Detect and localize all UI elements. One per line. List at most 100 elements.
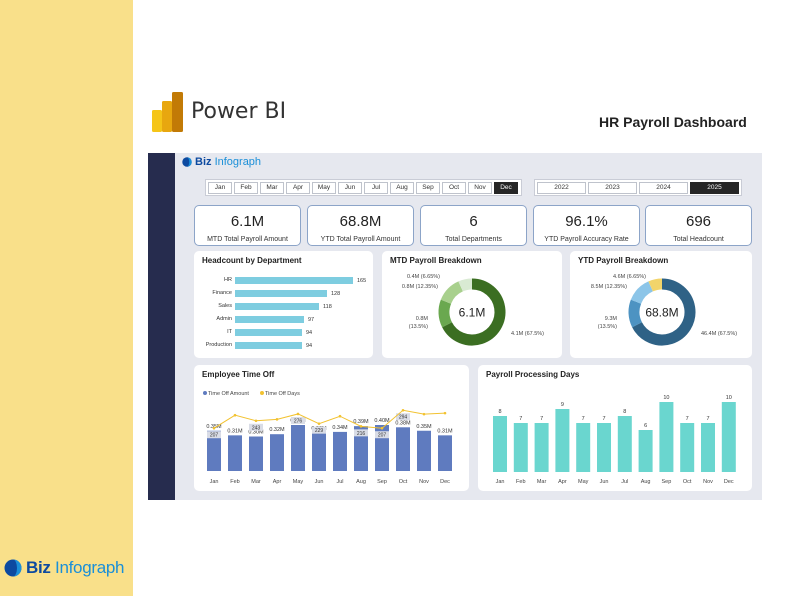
donut-label: 8.5M (12.35%) (591, 284, 627, 290)
month-tick-label: May (293, 479, 304, 485)
dept-label: Sales (218, 303, 232, 309)
month-tick-label: Nov (419, 479, 429, 485)
kpi-value: 696 (685, 213, 712, 230)
donut-slice (648, 278, 663, 292)
dept-label: Production (205, 342, 232, 348)
timeoff-days-label: 243 (252, 425, 261, 431)
processing-bar (513, 423, 528, 472)
headcount-card: Headcount by Department HR 165 Finance 128 S… (194, 251, 373, 358)
timeoff-amount-label: 0.32M (269, 427, 285, 433)
timeoff-days-line (213, 409, 446, 429)
timeoff-bar (249, 436, 263, 471)
dashboard-title: HR Payroll Dashboard (599, 114, 747, 130)
timeoff-bar (228, 435, 242, 471)
processing-bar (659, 402, 674, 472)
month-option-sep[interactable]: Sep (416, 181, 440, 194)
month-tick-label: Feb (516, 479, 525, 485)
month-tick-label: Dec (440, 479, 450, 485)
kpi-label: Total Departments (445, 236, 502, 243)
dept-bar (235, 342, 302, 349)
timeoff-days-point (380, 426, 384, 430)
processing-value-label: 10 (726, 395, 732, 401)
month-tick-label: May (578, 479, 589, 485)
month-tick-label: Mar (537, 479, 547, 485)
day-label-bg (354, 429, 368, 437)
donut-label: (13.5%) (598, 324, 617, 330)
processing-card: Payroll Processing Days 8 Jan 7 Feb 7 Mar 9 Apr… (478, 365, 752, 491)
brand-word-1: Biz (26, 558, 51, 577)
timeoff-days-point (254, 419, 258, 423)
month-option-jul[interactable]: Jul (364, 181, 388, 194)
kpi-value: 6 (469, 213, 478, 230)
dept-label: HR (224, 277, 232, 283)
month-option-nov[interactable]: Nov (468, 181, 492, 194)
kpi-value: 96.1% (565, 213, 608, 230)
timeoff-title: Employee Time Off (202, 370, 275, 379)
year-option-2023[interactable]: 2023 (588, 181, 637, 194)
timeoff-amount-label: 0.38M (395, 420, 411, 426)
day-label-bg (312, 426, 326, 434)
dept-bar (235, 290, 327, 297)
timeoff-days-label: 207 (210, 433, 219, 439)
brand-word-2: Infograph (214, 156, 262, 168)
legend-amount-label: Time Off Amount (208, 391, 249, 397)
processing-value-label: 8 (498, 409, 501, 415)
donut-label: 4.1M (67.5%) (511, 331, 544, 337)
day-label-bg (375, 431, 389, 439)
corner-brand-logo: Biz Infograph (4, 558, 124, 578)
year-option-2025[interactable]: 2025 (690, 181, 739, 194)
timeoff-days-label: 294 (399, 415, 408, 421)
processing-value-label: 7 (686, 416, 689, 422)
processing-value-label: 7 (540, 416, 543, 422)
processing-bar (597, 423, 611, 472)
legend-days-label: Time Off Days (265, 391, 300, 397)
kpi-card: 6.1M MTD Total Payroll Amount (194, 205, 301, 246)
processing-bar (701, 423, 715, 472)
legend-amount-marker (203, 391, 207, 395)
year-option-2022[interactable]: 2022 (537, 181, 586, 194)
donut-slice (630, 281, 654, 305)
month-option-oct[interactable]: Oct (442, 181, 466, 194)
processing-bar (534, 423, 549, 472)
timeoff-days-point (401, 408, 405, 412)
month-tick-label: Oct (399, 479, 408, 485)
donut-label: 0.8M (416, 316, 429, 322)
month-tick-label: Nov (703, 479, 713, 485)
timeoff-days-point (317, 422, 321, 425)
month-option-feb[interactable]: Feb (234, 181, 258, 194)
kpi-label: MTD Total Payroll Amount (207, 236, 288, 243)
year-option-2024[interactable]: 2024 (639, 181, 688, 194)
timeoff-days-point (443, 411, 447, 415)
processing-value-label: 7 (602, 416, 605, 422)
month-tick-label: Sep (377, 479, 387, 485)
timeoff-bar (396, 427, 410, 471)
timeoff-amount-label: 0.31M (437, 428, 453, 434)
month-tick-label: Apr (273, 479, 282, 485)
kpi-label: Total Headcount (673, 236, 724, 243)
month-option-dec[interactable]: Dec (494, 181, 518, 194)
dept-label: Finance (212, 290, 232, 296)
kpi-label: YTD Total Payroll Amount (320, 236, 401, 243)
month-option-mar[interactable]: Mar (260, 181, 284, 194)
donut-slice (438, 299, 453, 328)
processing-bar (638, 430, 653, 472)
month-option-jun[interactable]: Jun (338, 181, 362, 194)
ytd-title: YTD Payroll Breakdown (578, 256, 669, 265)
month-option-apr[interactable]: Apr (286, 181, 310, 194)
donut-label: 9.3M (605, 316, 618, 322)
kpi-value: 6.1M (230, 213, 265, 230)
year-slicer: 2022 2023 2024 2025 (534, 179, 742, 196)
timeoff-amount-label: 0.39M (353, 419, 369, 425)
month-option-aug[interactable]: Aug (390, 181, 414, 194)
month-option-jan[interactable]: Jan (208, 181, 232, 194)
kpi-label: YTD Payroll Accuracy Rate (544, 236, 629, 243)
donut-label: (13.5%) (409, 324, 428, 330)
processing-bar (680, 423, 695, 472)
processing-bar (493, 416, 507, 472)
dept-bar (235, 329, 302, 336)
dept-bar (235, 303, 319, 310)
month-option-may[interactable]: May (312, 181, 336, 194)
timeoff-days-point (296, 412, 300, 416)
month-tick-label: Jul (621, 479, 628, 485)
month-tick-label: Jan (496, 479, 505, 485)
